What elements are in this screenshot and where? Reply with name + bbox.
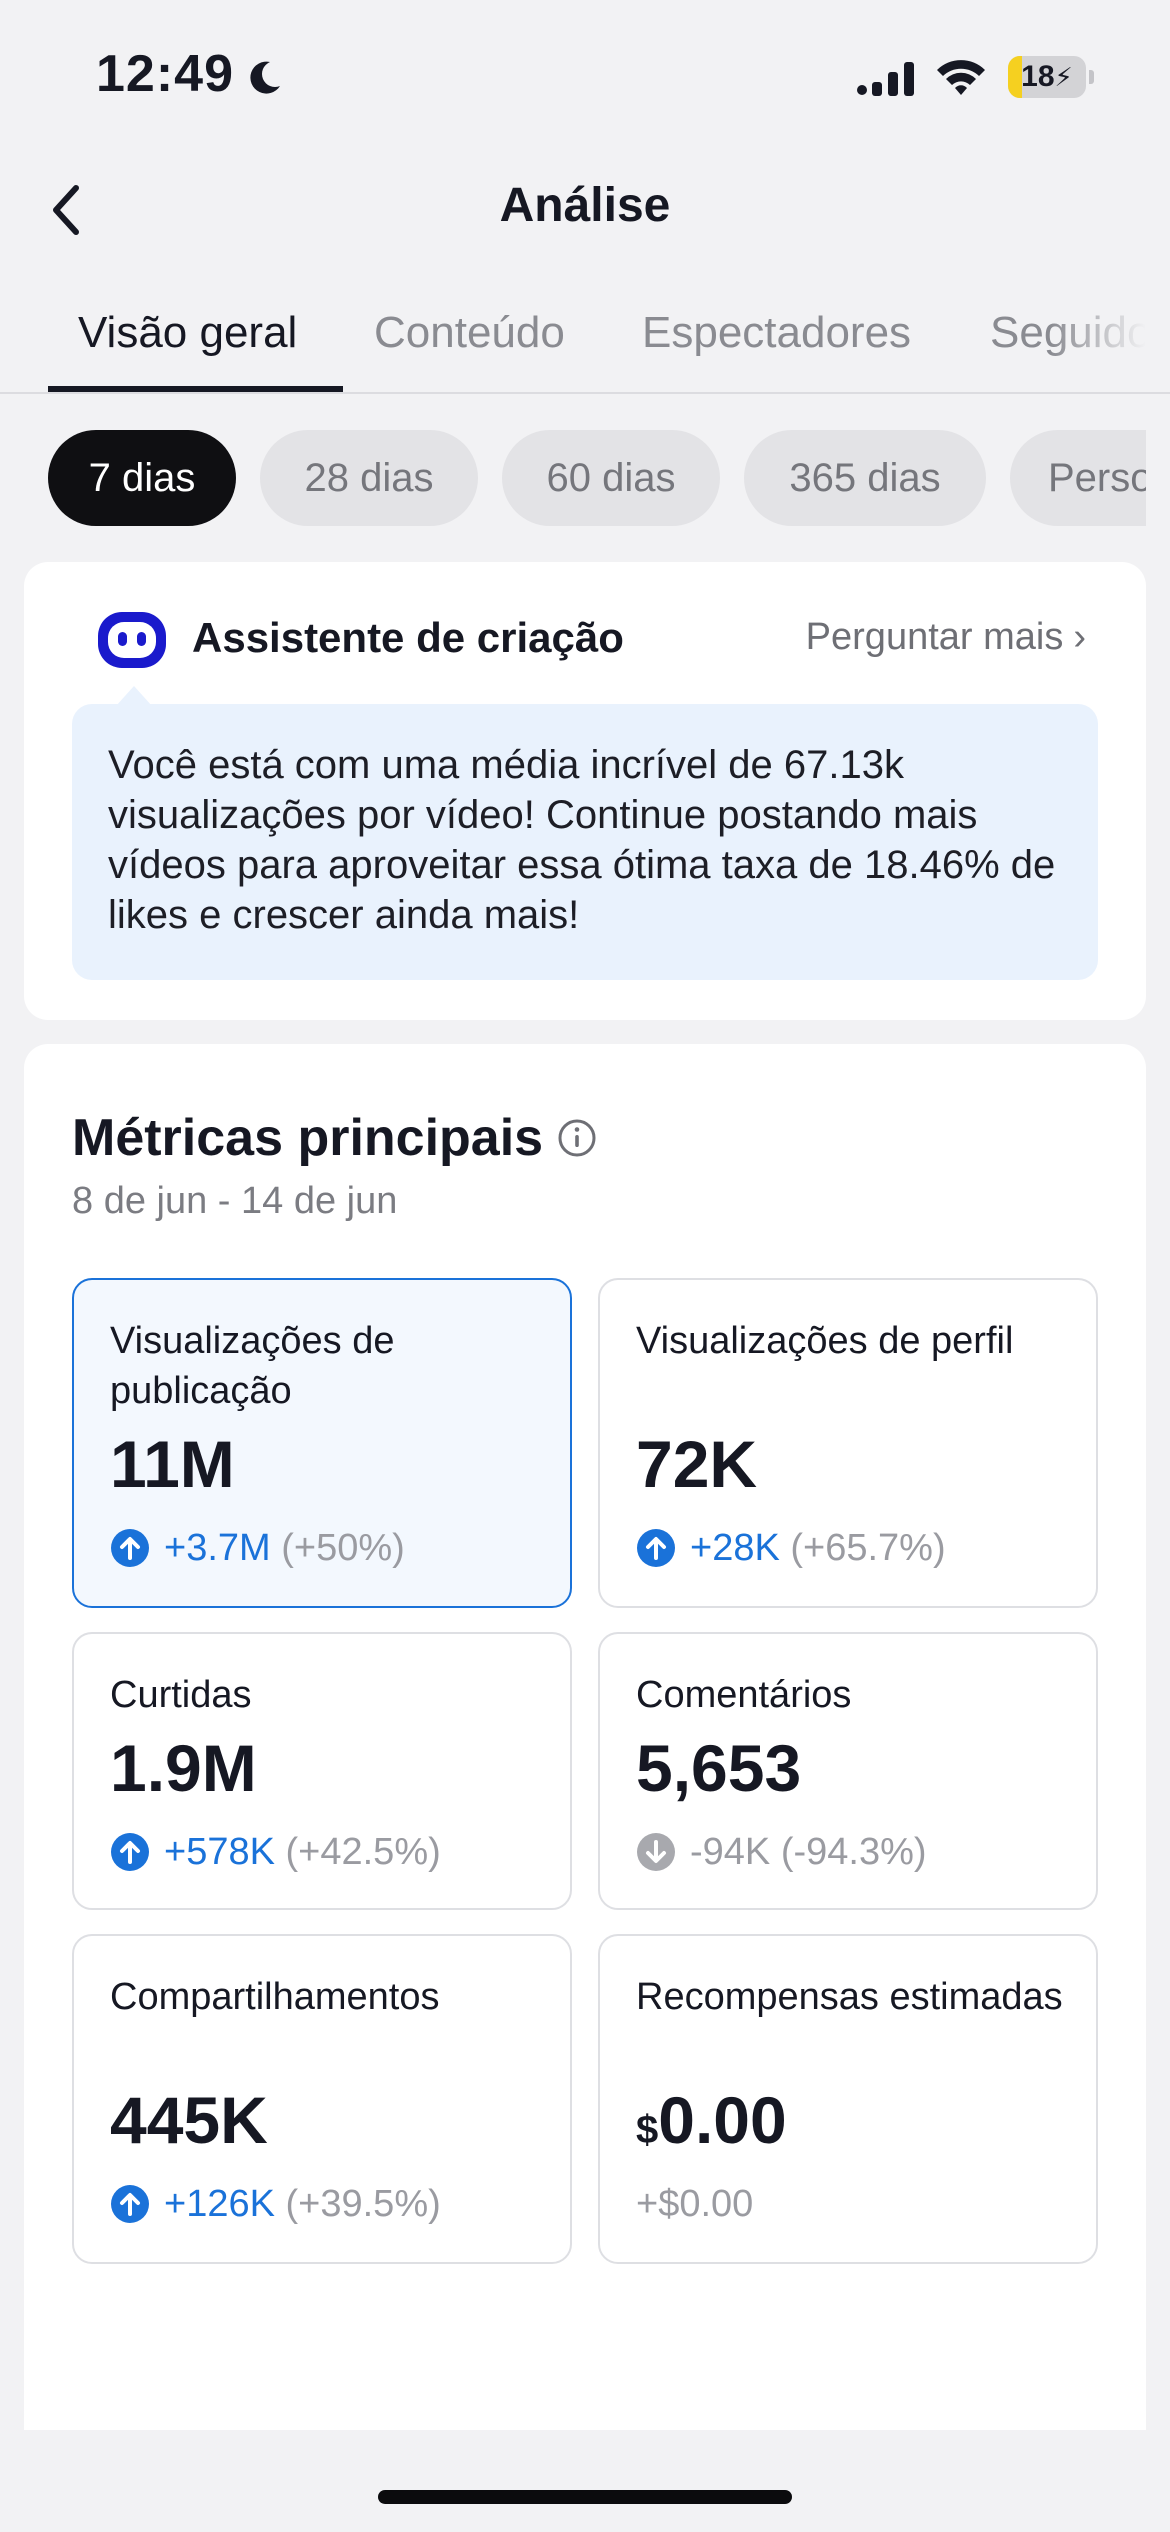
tabs-fade-overlay [1050,290,1170,392]
arrow-up-circle-icon [111,2185,149,2223]
chevron-right-icon: › [1073,616,1086,658]
period-chip-28-days[interactable]: 28 dias [260,430,478,526]
metric-tile-comments[interactable]: Comentários 5,653 -94K (-94.3%) [598,1632,1098,1910]
metric-delta-value: +3.7M [164,1527,271,1569]
period-chip-custom[interactable]: Perso [1010,430,1146,526]
moon-icon [250,61,280,94]
metric-label: Comentários [636,1674,852,1716]
metric-delta: +$0.00 [636,2182,753,2226]
period-selector: 7 dias 28 dias 60 dias 365 dias Perso [0,430,1146,526]
metric-delta-percent: (+39.5%) [285,2183,441,2225]
assistant-message: Você está com uma média incrível de 67.1… [72,704,1098,980]
metric-label: Recompensas estimadas [636,1976,1063,2018]
battery-tip [1089,70,1094,84]
metric-delta-value: +28K [690,1527,780,1569]
key-metrics-card: Métricas principais 8 de jun - 14 de jun… [24,1044,1146,2430]
metric-delta-percent: (+50%) [281,1527,405,1569]
metric-value: 1.9M [110,1731,257,1805]
arrow-up-circle-icon [111,1833,149,1871]
nav-bar: Análise [0,150,1170,270]
period-chip-365-days[interactable]: 365 dias [744,430,986,526]
metric-value: 72K [636,1427,758,1501]
metric-label: Curtidas [110,1674,252,1716]
metric-delta: +28K (+65.7%) [636,1526,946,1570]
tab-viewers[interactable]: Espectadores [642,308,912,357]
arrow-up-circle-icon [637,1529,675,1567]
metric-label: Compartilhamentos [110,1976,440,2018]
battery-fill [1008,56,1023,98]
active-tab-indicator [48,386,343,392]
metric-value: 11M [110,1427,235,1501]
assistant-title: Assistente de criação [192,614,624,661]
bubble-tail [116,686,152,706]
metric-delta-value: +126K [164,2183,275,2225]
metric-delta-value: +578K [164,1831,275,1873]
wifi-icon [937,60,985,95]
metric-delta-value: -94K [690,1831,771,1873]
battery-body: 18⚡ [1008,56,1086,98]
battery-charging-icon: 18⚡ [1008,56,1094,98]
battery-level: 18 [1021,60,1055,93]
ask-more-link[interactable]: Perguntar mais › [806,616,1086,659]
assistant-bot-icon [98,612,166,668]
metric-tile-profile-views[interactable]: Visualizações de perfil 72K +28K (+65.7%… [598,1278,1098,1608]
metric-tile-likes[interactable]: Curtidas 1.9M +578K (+42.5%) [72,1632,572,1910]
tab-bar: Visão geral Conteúdo Espectadores Seguid… [0,290,1170,394]
metric-delta-percent: (+65.7%) [790,1527,946,1569]
status-bar: 12:49 18⚡ [0,0,1170,150]
status-time: 12:49 [96,45,234,103]
metric-amount: 0.00 [658,2083,787,2157]
creator-assistant-card: Assistente de criação Perguntar mais › Vo… [24,562,1146,1020]
metric-delta: +126K (+39.5%) [110,2182,441,2226]
metric-delta-percent: (+42.5%) [285,1831,441,1873]
metric-tile-shares[interactable]: Compartilhamentos 445K +126K (+39.5%) [72,1934,572,2264]
metric-delta-value: +$0.00 [636,2183,754,2225]
metric-tile-estimated-rewards[interactable]: Recompensas estimadas $0.00 +$0.00 [598,1934,1098,2264]
metric-value: 445K [110,2083,268,2157]
metrics-date-range: 8 de jun - 14 de jun [72,1180,398,1222]
currency-symbol: $ [636,2108,659,2152]
metric-value: 5,653 [636,1731,802,1805]
metric-tile-post-views[interactable]: Visualizações de publicação 11M +3.7M (+… [72,1278,572,1608]
metric-delta-percent: (-94.3%) [780,1831,927,1873]
tab-content[interactable]: Conteúdo [374,308,565,357]
period-chip-7-days[interactable]: 7 dias [48,430,236,526]
metric-label: Visualizações de publicação [110,1320,395,1412]
ask-more-label: Perguntar mais [805,616,1064,658]
metric-delta: -94K (-94.3%) [636,1830,927,1874]
arrow-up-circle-icon [111,1529,149,1567]
metric-delta: +3.7M (+50%) [110,1526,405,1570]
period-chip-60-days[interactable]: 60 dias [502,430,720,526]
charging-bolt-icon: ⚡ [1054,62,1073,92]
tab-overview[interactable]: Visão geral [78,308,298,357]
info-icon[interactable] [556,1117,598,1159]
chevron-left-icon[interactable] [44,180,88,240]
page-title: Análise [499,179,671,232]
home-indicator [378,2490,792,2504]
metric-label: Visualizações de perfil [636,1320,1014,1362]
battery-level-text: 18⚡ [1008,56,1086,98]
cellular-signal-icon [857,62,914,96]
metrics-title: Métricas principais [72,1109,544,1167]
metric-delta: +578K (+42.5%) [110,1830,441,1874]
metric-value: $0.00 [636,2082,787,2158]
arrow-down-circle-icon [637,1833,675,1871]
